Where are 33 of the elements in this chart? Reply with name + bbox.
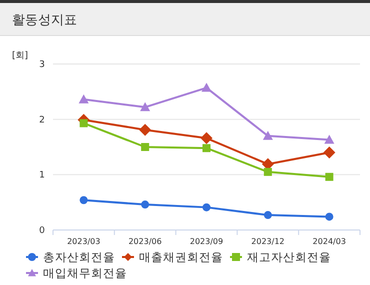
point (139, 124, 152, 136)
legend-label: 재고자산회전율 (247, 250, 331, 264)
y-axis-title: [회] (12, 51, 28, 61)
x-tick-label: 2023/03 (67, 237, 100, 246)
point (264, 211, 272, 220)
legend-label: 매입채무회전율 (43, 266, 127, 280)
point (325, 212, 334, 221)
y-tick-label: 2 (39, 115, 45, 126)
y-tick-label: 1 (39, 170, 45, 181)
point (264, 168, 272, 176)
point (262, 130, 273, 140)
point (202, 144, 210, 152)
x-tick-label: 2023/09 (190, 237, 224, 246)
point (141, 200, 150, 209)
x-tick-label: 2024/03 (312, 237, 346, 246)
point (202, 203, 210, 212)
y-tick-label: 0 (39, 226, 46, 236)
point (200, 132, 212, 144)
point (141, 143, 150, 151)
legend-label: 매출채권회전율 (139, 250, 223, 264)
y-tick-label: 3 (39, 60, 45, 70)
point (80, 119, 88, 128)
point (202, 82, 212, 92)
point (78, 94, 89, 104)
point (325, 172, 334, 181)
chart-title: 활동성지표 (12, 13, 77, 28)
point (140, 102, 150, 112)
x-tick-label: 2023/12 (251, 237, 285, 246)
point (80, 196, 88, 204)
x-tick-label: 2023/06 (128, 237, 162, 246)
point (323, 146, 336, 159)
point (324, 134, 334, 144)
legend-label: 총자산회전율 (43, 250, 115, 264)
